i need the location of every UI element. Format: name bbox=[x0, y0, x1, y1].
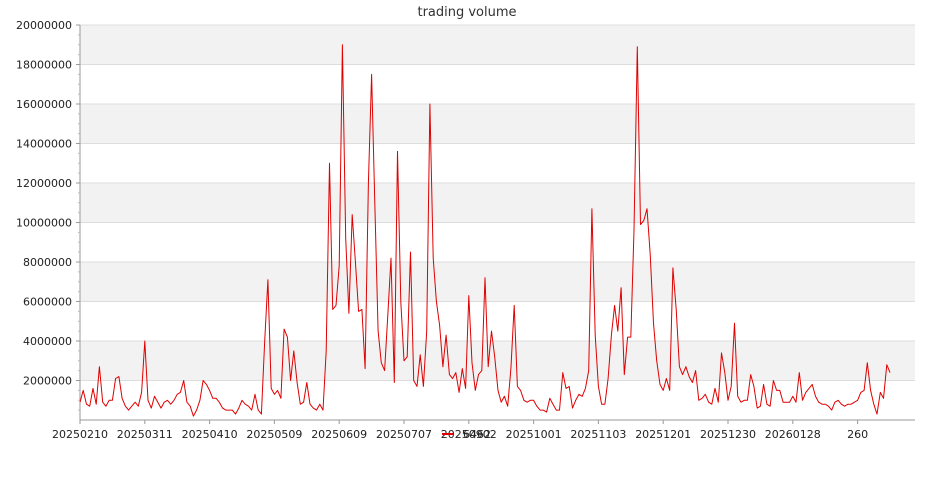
x-tick-label: 20250410 bbox=[182, 428, 238, 441]
y-tick-label: 20000000 bbox=[16, 19, 72, 32]
y-tick-label: 14000000 bbox=[16, 138, 72, 151]
x-tick-label: 20251230 bbox=[700, 428, 756, 441]
y-axis-ticks: 2000000 4000000 6000000 8000000 10000000 1200… bbox=[16, 19, 80, 411]
x-tick-label: 20251201 bbox=[635, 428, 691, 441]
legend-label: 6462 bbox=[463, 428, 491, 441]
y-tick-label: 6000000 bbox=[23, 296, 72, 309]
x-tick-label: 20250609 bbox=[311, 428, 367, 441]
x-tick-label: 20250902 bbox=[441, 428, 497, 441]
chart-title: trading volume bbox=[417, 5, 516, 20]
grid-band bbox=[80, 262, 915, 302]
grid-band bbox=[80, 341, 915, 381]
y-tick-label: 10000000 bbox=[16, 217, 72, 230]
y-gridlines bbox=[80, 24, 915, 381]
x-tick-label: 20250210 bbox=[52, 428, 108, 441]
grid-band bbox=[80, 183, 915, 223]
x-tick-label: 20250707 bbox=[376, 428, 432, 441]
series-layer bbox=[79, 44, 891, 417]
x-tick-label: 20260128 bbox=[765, 428, 821, 441]
x-tick-label: 20251001 bbox=[506, 428, 562, 441]
y-tick-label: 8000000 bbox=[23, 256, 72, 269]
y-tick-label: 16000000 bbox=[16, 98, 72, 111]
x-tick-label: 20250311 bbox=[117, 428, 173, 441]
series-line-6462 bbox=[79, 44, 891, 417]
legend: 6462 bbox=[442, 428, 491, 441]
y-tick-label: 4000000 bbox=[23, 335, 72, 348]
grid-bands bbox=[80, 25, 915, 381]
grid-band bbox=[80, 25, 915, 65]
x-tick-label: 260 bbox=[847, 428, 868, 441]
x-tick-label: 20250509 bbox=[246, 428, 302, 441]
x-axis-ticks: 20250210 20250311 20250410 20250509 20250609… bbox=[52, 420, 868, 441]
grid-band bbox=[80, 104, 915, 144]
y-tick-label: 2000000 bbox=[23, 375, 72, 388]
y-tick-label: 18000000 bbox=[16, 59, 72, 72]
x-tick-label: 20251103 bbox=[570, 428, 626, 441]
y-tick-label: 12000000 bbox=[16, 177, 72, 190]
